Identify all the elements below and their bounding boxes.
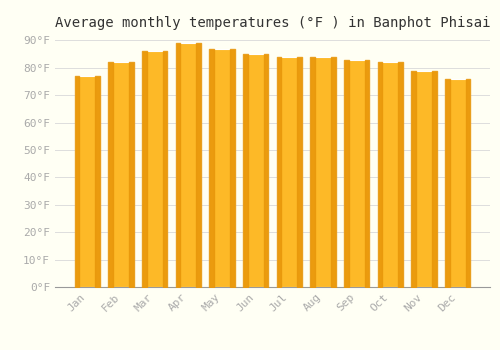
Title: Average monthly temperatures (°F ) in Banphot Phisai: Average monthly temperatures (°F ) in Ba… [55, 16, 490, 30]
Bar [210, 49, 234, 287]
Bar [378, 62, 403, 287]
Bar [243, 54, 268, 287]
Bar [176, 43, 201, 287]
Bar [276, 57, 302, 287]
Bar [108, 62, 134, 287]
Bar [142, 51, 168, 287]
Bar [344, 60, 370, 287]
Bar [75, 76, 100, 287]
Bar [310, 57, 336, 287]
Bar [412, 71, 436, 287]
Bar [445, 79, 470, 287]
